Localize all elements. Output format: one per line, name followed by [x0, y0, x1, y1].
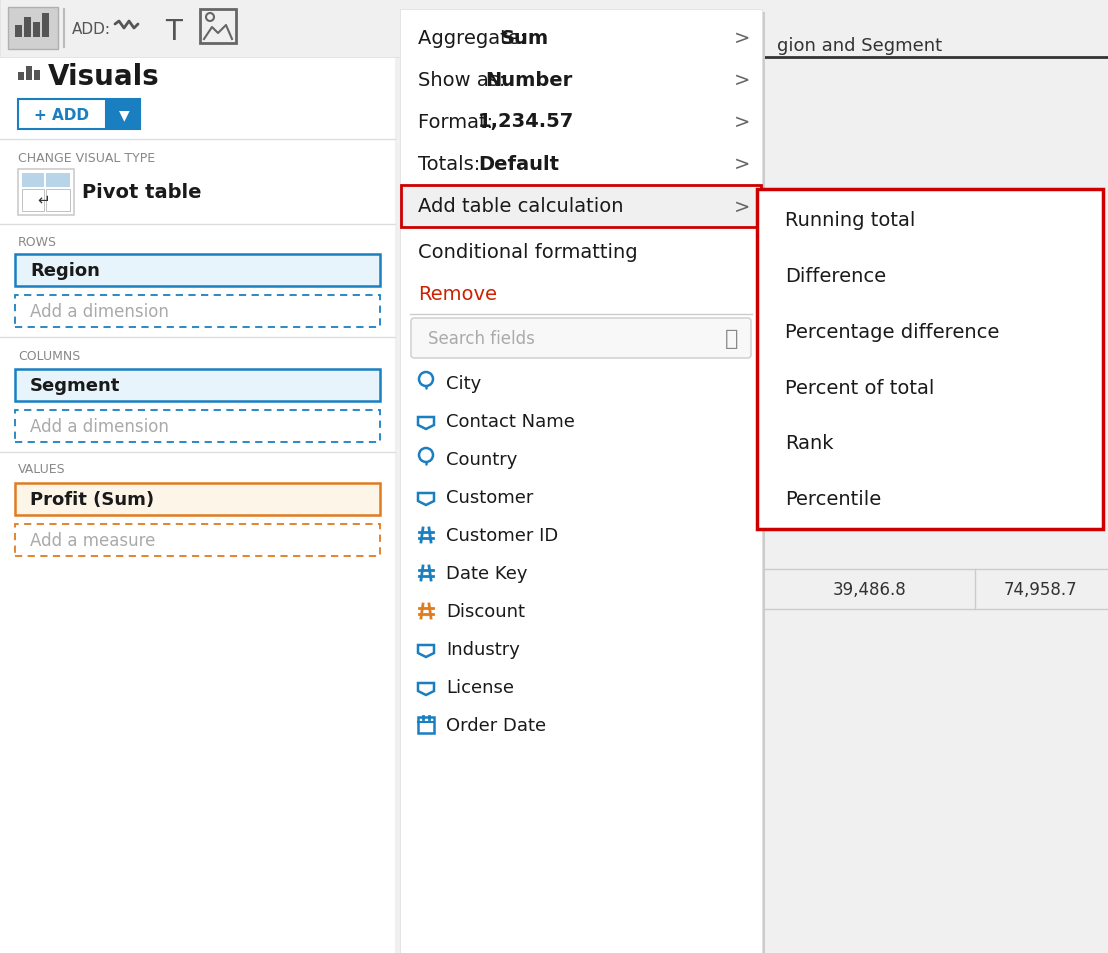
Bar	[401, 186, 761, 228]
Bar	[16, 26, 22, 38]
Text: Percentage difference: Percentage difference	[784, 322, 999, 341]
Bar	[47, 173, 70, 188]
Text: Conditional formatting: Conditional formatting	[418, 242, 637, 261]
Text: Add a dimension: Add a dimension	[30, 417, 168, 436]
Bar	[18, 73, 24, 81]
Bar	[401, 186, 761, 228]
Text: Percent of total: Percent of total	[784, 378, 934, 397]
Text: ⌕: ⌕	[726, 329, 739, 349]
Text: City: City	[447, 375, 481, 393]
Bar	[16, 370, 380, 401]
Bar	[757, 190, 1102, 530]
Text: ADD:: ADD:	[72, 22, 111, 36]
Text: Discount: Discount	[447, 602, 525, 620]
Text: ▼: ▼	[119, 108, 130, 122]
Bar	[400, 10, 762, 953]
Text: Totals:: Totals:	[418, 154, 486, 173]
Bar	[414, 322, 748, 355]
Text: Customer: Customer	[447, 489, 533, 506]
Text: Visuals: Visuals	[48, 63, 160, 91]
Bar	[18, 170, 74, 215]
FancyBboxPatch shape	[411, 318, 751, 358]
Text: + ADD: + ADD	[34, 108, 90, 122]
Bar	[418, 718, 434, 733]
Bar	[0, 0, 394, 953]
Bar	[42, 14, 49, 38]
Text: License: License	[447, 679, 514, 697]
Text: VALUES: VALUES	[18, 463, 65, 476]
Text: >: >	[733, 197, 750, 216]
Bar	[16, 295, 380, 328]
Bar	[201, 10, 236, 44]
Text: Percentile: Percentile	[784, 490, 881, 509]
Text: Pivot table: Pivot table	[82, 183, 202, 202]
Text: Format:: Format:	[418, 112, 500, 132]
Text: Profit (Sum): Profit (Sum)	[30, 491, 154, 509]
Text: 1,234.57: 1,234.57	[478, 112, 574, 132]
Text: Show as:: Show as:	[418, 71, 512, 90]
Bar	[16, 483, 380, 516]
Text: Order Date: Order Date	[447, 717, 546, 734]
Text: Add a dimension: Add a dimension	[30, 303, 168, 320]
Text: Segment: Segment	[30, 376, 121, 395]
Bar	[25, 67, 32, 81]
Text: Default: Default	[478, 154, 560, 173]
Text: Industry: Industry	[447, 640, 520, 659]
Text: Search fields: Search fields	[428, 330, 535, 348]
Text: Add table calculation: Add table calculation	[418, 197, 624, 216]
Bar	[47, 190, 70, 212]
Text: Running total: Running total	[784, 211, 915, 230]
Bar	[16, 411, 380, 442]
Bar	[24, 18, 31, 38]
Text: Region: Region	[30, 262, 100, 280]
Text: 74,958.7: 74,958.7	[1003, 580, 1077, 598]
Text: Number: Number	[485, 71, 573, 90]
Text: Customer ID: Customer ID	[447, 526, 558, 544]
Text: CHANGE VISUAL TYPE: CHANGE VISUAL TYPE	[18, 152, 155, 164]
Text: >: >	[733, 112, 750, 132]
Text: Sum: Sum	[501, 29, 548, 48]
Text: Rank: Rank	[784, 434, 833, 453]
Bar	[403, 13, 765, 953]
Text: >: >	[733, 71, 750, 90]
Text: Remove: Remove	[418, 284, 497, 303]
Bar	[8, 8, 58, 50]
Text: Country: Country	[447, 451, 517, 469]
Bar	[18, 100, 106, 130]
Text: Add a measure: Add a measure	[30, 532, 155, 550]
Bar	[757, 190, 1102, 530]
Bar	[33, 23, 40, 38]
Bar	[0, 0, 1108, 58]
Text: gion and Segment: gion and Segment	[777, 37, 942, 55]
Text: Aggregate:: Aggregate:	[418, 29, 533, 48]
Bar	[22, 190, 44, 212]
Bar	[762, 0, 1108, 953]
Text: Contact Name: Contact Name	[447, 413, 575, 431]
Text: Difference: Difference	[784, 266, 886, 285]
Bar	[107, 100, 140, 130]
Text: Date Key: Date Key	[447, 564, 527, 582]
Text: T: T	[165, 18, 182, 46]
Text: ROWS: ROWS	[18, 235, 57, 248]
Bar	[22, 173, 44, 188]
Bar	[34, 71, 40, 81]
Text: >: >	[733, 154, 750, 173]
Bar	[16, 524, 380, 557]
Text: COLUMNS: COLUMNS	[18, 349, 80, 362]
Text: ↵: ↵	[38, 193, 50, 208]
Text: 39,486.8: 39,486.8	[833, 580, 906, 598]
Bar	[16, 254, 380, 287]
Text: >: >	[733, 29, 750, 48]
